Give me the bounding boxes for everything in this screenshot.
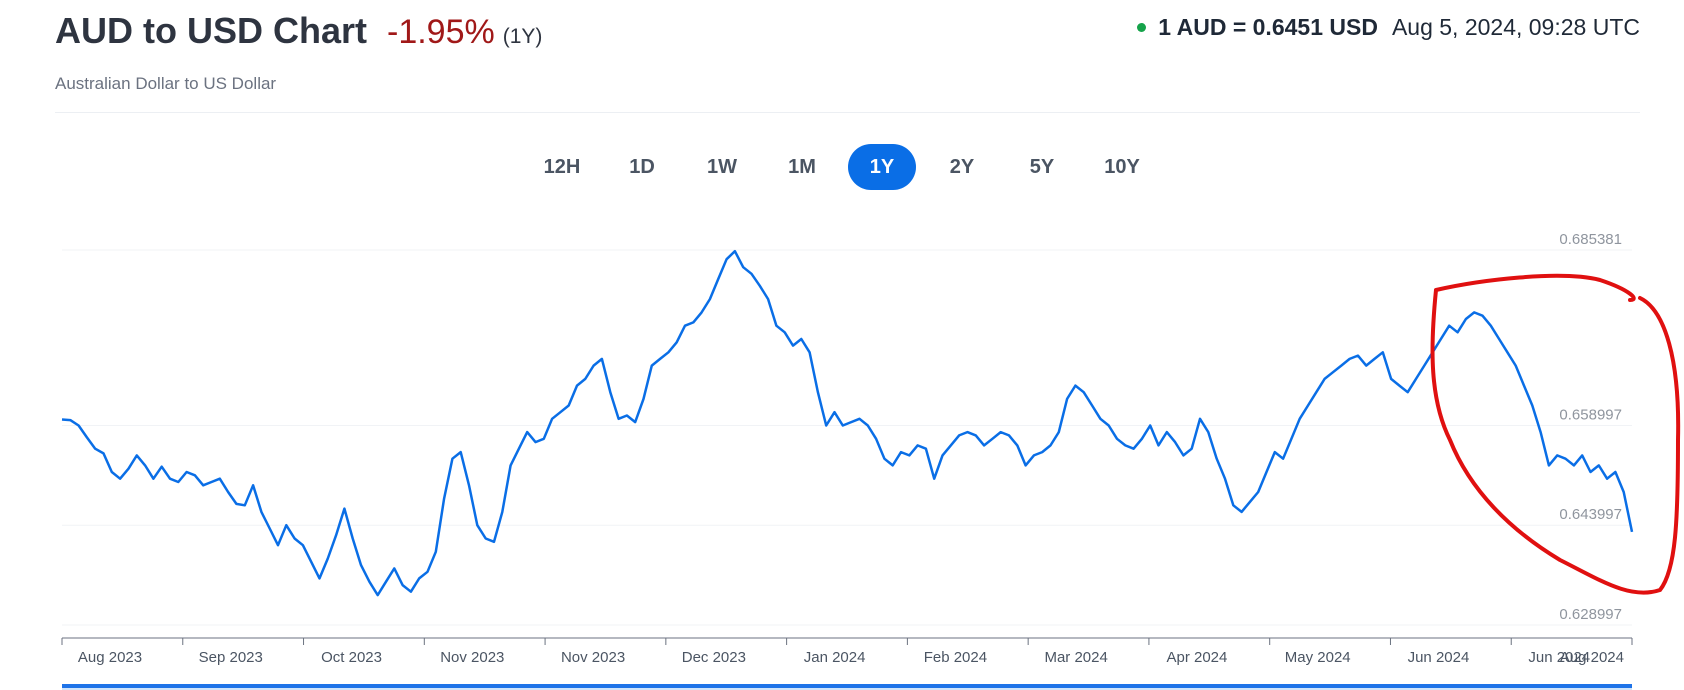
annotation-circle <box>1430 273 1681 595</box>
range-tabs: 12H 1D 1W 1M 1Y 2Y 5Y 10Y <box>0 144 1684 190</box>
page-subtitle: Australian Dollar to US Dollar <box>55 74 277 93</box>
x-tick-label: Jun 2024 <box>1528 649 1590 666</box>
x-tick-label: Nov 2023 <box>440 649 504 666</box>
change-percent: -1.95% <box>387 13 495 51</box>
live-status-dot-icon <box>1137 23 1147 32</box>
header-divider <box>55 112 1640 113</box>
y-tick-label: 0.658997 <box>1559 406 1622 423</box>
x-tick-label: Jun 2024 <box>1408 649 1470 666</box>
series-line <box>61 249 1634 597</box>
range-tab-1m[interactable]: 1M <box>788 156 816 178</box>
range-tab-1w[interactable]: 1W <box>707 156 737 178</box>
y-tick-label: 0.643997 <box>1559 506 1622 523</box>
y-tick-label: 0.685381 <box>1559 231 1622 248</box>
rate-box: 1 AUD = 0.6451 USD Aug 5, 2024, 09:28 UT… <box>1137 14 1640 41</box>
x-tick-label: Oct 2023 <box>321 649 382 666</box>
x-tick-label: May 2024 <box>1285 649 1351 666</box>
change-period: (1Y) <box>502 25 543 48</box>
rate-timestamp: Aug 5, 2024, 09:28 UTC <box>1391 14 1640 40</box>
x-tick-label: Aug 2023 <box>78 649 142 666</box>
x-tick-label: Aug 2024 <box>1560 649 1624 666</box>
rate-value: 1 AUD = 0.6451 USD <box>1158 14 1378 40</box>
range-tab-12h[interactable]: 12H <box>543 156 581 178</box>
range-tab-1y[interactable]: 1Y <box>848 144 916 190</box>
range-tab-5y[interactable]: 5Y <box>1029 156 1055 178</box>
page-title: AUD to USD Chart <box>55 10 367 51</box>
x-tick-label: Feb 2024 <box>924 649 987 666</box>
chart-navigator[interactable] <box>62 684 1632 690</box>
range-tab-10y[interactable]: 10Y <box>1104 156 1140 178</box>
x-tick-label: Nov 2023 <box>561 649 625 666</box>
x-tick-label: Mar 2024 <box>1044 649 1107 666</box>
y-tick-label: 0.628997 <box>1559 606 1622 623</box>
x-tick-label: Apr 2024 <box>1166 649 1227 666</box>
range-tab-2y[interactable]: 2Y <box>949 156 975 178</box>
x-tick-label: Jan 2024 <box>804 649 866 666</box>
x-tick-label: Dec 2023 <box>682 649 746 666</box>
x-tick-label: Sep 2023 <box>199 649 263 666</box>
range-tab-1d[interactable]: 1D <box>629 156 655 178</box>
title-row: AUD to USD Chart -1.95% (1Y) <box>55 10 542 52</box>
